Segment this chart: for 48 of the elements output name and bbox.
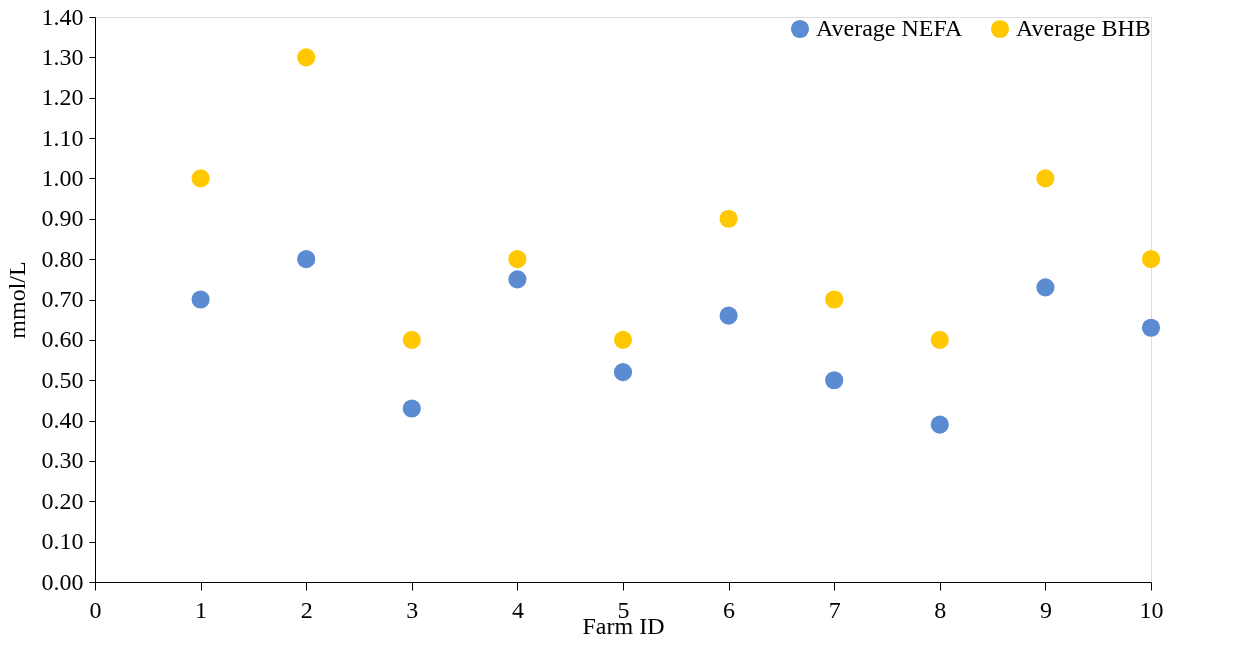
y-tick-label: 1.00 <box>41 164 84 191</box>
point <box>402 399 421 418</box>
point <box>1141 250 1161 269</box>
point <box>191 169 210 188</box>
x-tick-label: 0 <box>89 596 102 623</box>
point <box>613 330 633 349</box>
point <box>719 209 738 228</box>
y-tick-label: 0.30 <box>41 447 84 474</box>
y-tick-label: 0.50 <box>41 366 84 393</box>
x-tick-label: 7 <box>828 596 841 623</box>
legend-label: Average BHB <box>1016 15 1151 41</box>
point <box>825 371 844 390</box>
point <box>191 290 210 309</box>
y-axis-title: mmol/L <box>3 261 30 339</box>
x-tick-label: 1 <box>195 596 208 623</box>
x-tick-label: 2 <box>300 596 313 623</box>
y-tick-label: 0.70 <box>41 286 84 312</box>
y-tick-label: 1.10 <box>41 124 84 151</box>
point <box>1036 278 1055 297</box>
y-tick-label: 0.80 <box>41 245 84 272</box>
x-tick-label: 10 <box>1139 596 1164 623</box>
x-tick-label: 3 <box>406 596 419 623</box>
point <box>930 415 949 434</box>
y-tick-label: 0.10 <box>41 528 84 555</box>
y-tick-label: 0.90 <box>41 205 84 232</box>
point <box>508 250 527 269</box>
y-tick-label: 1.20 <box>41 84 84 111</box>
x-tick-label: 6 <box>723 596 736 623</box>
point <box>1141 318 1161 337</box>
x-tick-label: 9 <box>1039 596 1052 623</box>
point <box>930 330 949 349</box>
point <box>1036 169 1055 188</box>
point <box>719 306 738 325</box>
point <box>508 270 527 289</box>
y-tick-label: 1.30 <box>41 43 84 70</box>
x-tick-label: 8 <box>934 596 947 623</box>
y-tick-label: 0.40 <box>41 407 84 434</box>
point <box>825 290 844 309</box>
y-tick-label: 0.20 <box>41 487 84 514</box>
point <box>297 250 316 269</box>
point <box>297 48 316 67</box>
y-tick-label: 0.00 <box>41 568 84 595</box>
y-tick-label: 0.60 <box>41 326 84 353</box>
point <box>402 330 421 349</box>
point <box>613 363 633 382</box>
y-tick-label: 1.40 <box>41 3 84 30</box>
x-tick-label: 4 <box>511 596 524 623</box>
legend-label: Average NEFA <box>816 15 964 41</box>
